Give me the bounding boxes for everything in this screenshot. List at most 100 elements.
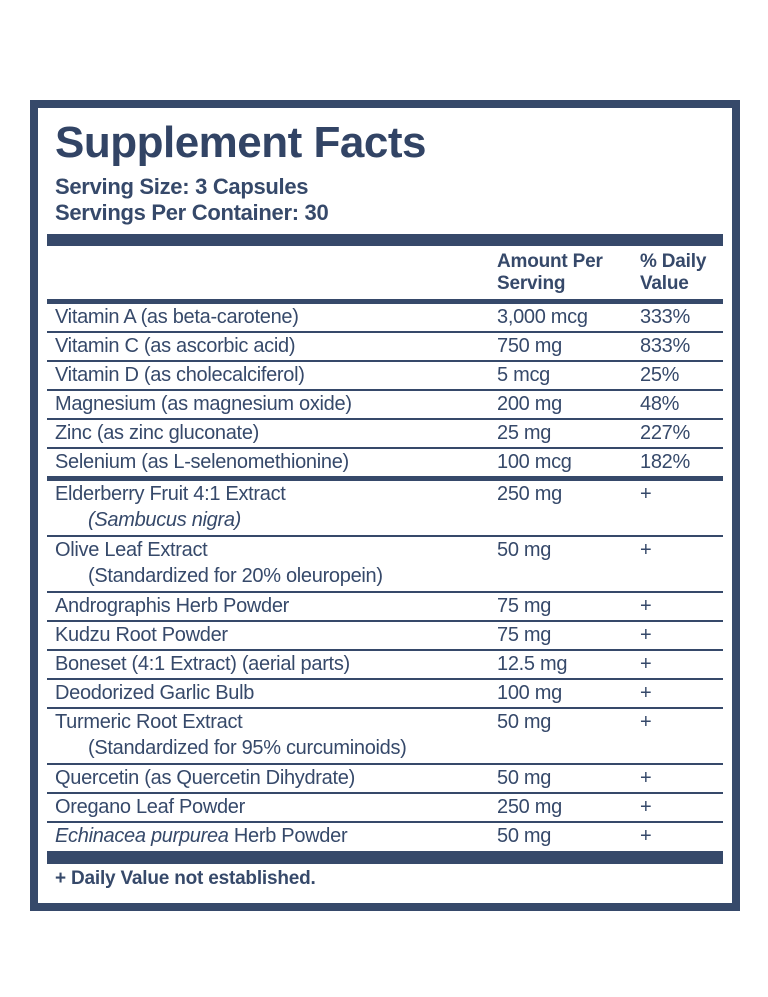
ingredient-amount: 750 mg — [497, 335, 562, 358]
ingredient-name: Elderberry Fruit 4:1 Extract — [55, 483, 286, 505]
serving-size-text: Serving Size: 3 Capsules — [55, 174, 309, 200]
ingredient-amount: 50 mg — [497, 767, 552, 790]
ingredient-row: Oregano Leaf Powder 250 mg + — [47, 794, 723, 821]
servings-per-container-text: Servings Per Container: 30 — [55, 200, 329, 226]
row-separator — [47, 535, 723, 538]
column-header-amount-per-serving: Amount Per Serving — [497, 251, 603, 295]
ingredient-row: Zinc (as zinc gluconate) 25 mg 227% — [47, 420, 723, 447]
ingredient-name: Quercetin (as Quercetin Dihydrate) — [55, 767, 355, 789]
row-separator — [47, 620, 723, 623]
text-segment: Magnesium (as magnesium oxide) — [55, 393, 352, 416]
ingredient-subline: (Standardized for 95% curcuminoids) — [47, 736, 723, 763]
ingredient-name: Deodorized Garlic Bulb — [55, 682, 254, 704]
ingredient-row: Selenium (as L-selenomethionine) 100 mcg 1… — [47, 449, 723, 476]
ingredient-name: Oregano Leaf Powder — [55, 796, 245, 818]
ingredient-amount: 50 mg — [497, 711, 552, 734]
column-header-percent-daily-value: % Daily Value — [640, 251, 707, 295]
row-separator — [47, 331, 723, 334]
ingredient-daily-value: + — [640, 767, 652, 790]
page-title: Supplement Facts — [55, 118, 426, 167]
supplement-facts-panel: Supplement Facts Serving Size: 3 Capsule… — [30, 100, 740, 912]
ingredient-row: Magnesium (as magnesium oxide) 200 mg 48% — [47, 391, 723, 418]
ingredient-row: Andrographis Herb Powder 75 mg + — [47, 593, 723, 620]
ingredient-name: Vitamin A (as beta-carotene) — [55, 306, 299, 328]
row-separator — [47, 821, 723, 824]
ingredient-row: Vitamin C (as ascorbic acid) 750 mg 833% — [47, 333, 723, 360]
ingredient-amount: 75 mg — [497, 595, 552, 618]
text-segment: (Standardized for 95% curcuminoids) — [88, 737, 407, 760]
ingredient-daily-value: + — [640, 595, 652, 618]
text-segment: Kudzu Root Powder — [55, 624, 228, 647]
ingredient-daily-value: 182% — [640, 451, 690, 474]
ingredient-name: Kudzu Root Powder — [55, 624, 228, 646]
text-segment: (Standardized for 20% oleuropein) — [88, 565, 383, 588]
ingredient-daily-value: 833% — [640, 335, 690, 358]
row-separator — [47, 707, 723, 710]
ingredient-amount: 50 mg — [497, 539, 552, 562]
ingredient-name: Vitamin D (as cholecalciferol) — [55, 364, 305, 386]
ingredient-name: Turmeric Root Extract — [55, 711, 243, 734]
ingredient-amount: 100 mcg — [497, 451, 572, 474]
ingredient-name: Magnesium (as magnesium oxide) — [55, 393, 352, 415]
text-segment: Vitamin A (as beta-carotene) — [55, 306, 299, 329]
row-separator — [47, 447, 723, 450]
header-underline — [47, 299, 723, 305]
text-segment: Elderberry Fruit 4:1 Extract — [55, 483, 286, 506]
ingredient-row: Quercetin (as Quercetin Dihydrate) 50 mg + — [47, 765, 723, 792]
ingredient-row: Vitamin D (as cholecalciferol) 5 mcg 25% — [47, 362, 723, 389]
ingredient-daily-value: + — [640, 825, 652, 848]
ingredient-daily-value: + — [640, 539, 652, 562]
ingredient-row: Olive Leaf Extract 50 mg + — [47, 537, 723, 564]
ingredient-amount: 12.5 mg — [497, 653, 568, 676]
panel-content: Supplement Facts Serving Size: 3 Capsule… — [38, 108, 732, 903]
ingredient-subline: (Sambucus nigra) — [47, 508, 723, 535]
text-segment: Vitamin C (as ascorbic acid) — [55, 335, 296, 358]
ingredient-name: Echinacea purpurea Herb Powder — [55, 825, 348, 847]
row-separator — [47, 763, 723, 766]
row-separator — [47, 649, 723, 652]
ingredient-daily-value: + — [640, 682, 652, 705]
ingredient-daily-value: + — [640, 483, 652, 506]
text-segment: Vitamin D (as cholecalciferol) — [55, 364, 305, 387]
row-separator — [47, 678, 723, 681]
row-separator — [47, 418, 723, 421]
ingredient-subline: (Standardized for 20% oleuropein) — [47, 564, 723, 591]
table-header-row: Amount Per Serving % Daily Value — [47, 249, 723, 299]
footnote-divider-bar — [47, 851, 723, 865]
ingredient-row: Boneset (4:1 Extract) (aerial parts) 12.5… — [47, 651, 723, 678]
ingredient-name: Zinc (as zinc gluconate) — [55, 422, 259, 444]
ingredient-row: Turmeric Root Extract 50 mg + — [47, 709, 723, 736]
ingredient-daily-value: 333% — [640, 306, 690, 329]
ingredient-row: Echinacea purpurea Herb Powder 50 mg + — [47, 823, 723, 850]
text-segment: Olive Leaf Extract — [55, 539, 208, 562]
header-divider-bar — [47, 234, 723, 247]
row-separator — [47, 389, 723, 392]
italic-text-segment: (Sambucus nigra) — [88, 509, 242, 532]
ingredient-amount: 50 mg — [497, 825, 552, 848]
ingredient-daily-value: 25% — [640, 364, 680, 387]
ingredient-row: Elderberry Fruit 4:1 Extract 250 mg + — [47, 481, 723, 508]
ingredient-amount: 5 mcg — [497, 364, 550, 387]
text-segment: Turmeric Root Extract — [55, 711, 243, 734]
ingredient-daily-value: 227% — [640, 422, 690, 445]
ingredient-daily-value: + — [640, 796, 652, 819]
ingredient-name: Andrographis Herb Powder — [55, 595, 289, 617]
ingredient-daily-value: + — [640, 653, 652, 676]
ingredient-row: Deodorized Garlic Bulb 100 mg + — [47, 680, 723, 707]
ingredient-amount: 100 mg — [497, 682, 562, 705]
ingredient-amount: 3,000 mcg — [497, 306, 588, 329]
row-separator — [47, 792, 723, 795]
ingredient-row: Kudzu Root Powder 75 mg + — [47, 622, 723, 649]
ingredient-amount: 250 mg — [497, 796, 562, 819]
ingredient-amount: 200 mg — [497, 393, 562, 416]
ingredient-daily-value: 48% — [640, 393, 680, 416]
serving-info: Serving Size: 3 Capsules Servings Per Co… — [47, 174, 723, 226]
ingredient-amount: 75 mg — [497, 624, 552, 647]
ingredient-amount: 250 mg — [497, 483, 562, 506]
ingredient-amount: 25 mg — [497, 422, 552, 445]
ingredient-name: Boneset (4:1 Extract) (aerial parts) — [55, 653, 350, 675]
text-segment: Selenium (as L-selenomethionine) — [55, 451, 349, 474]
text-segment: Oregano Leaf Powder — [55, 796, 245, 819]
text-segment: Boneset (4:1 Extract) (aerial parts) — [55, 653, 350, 676]
